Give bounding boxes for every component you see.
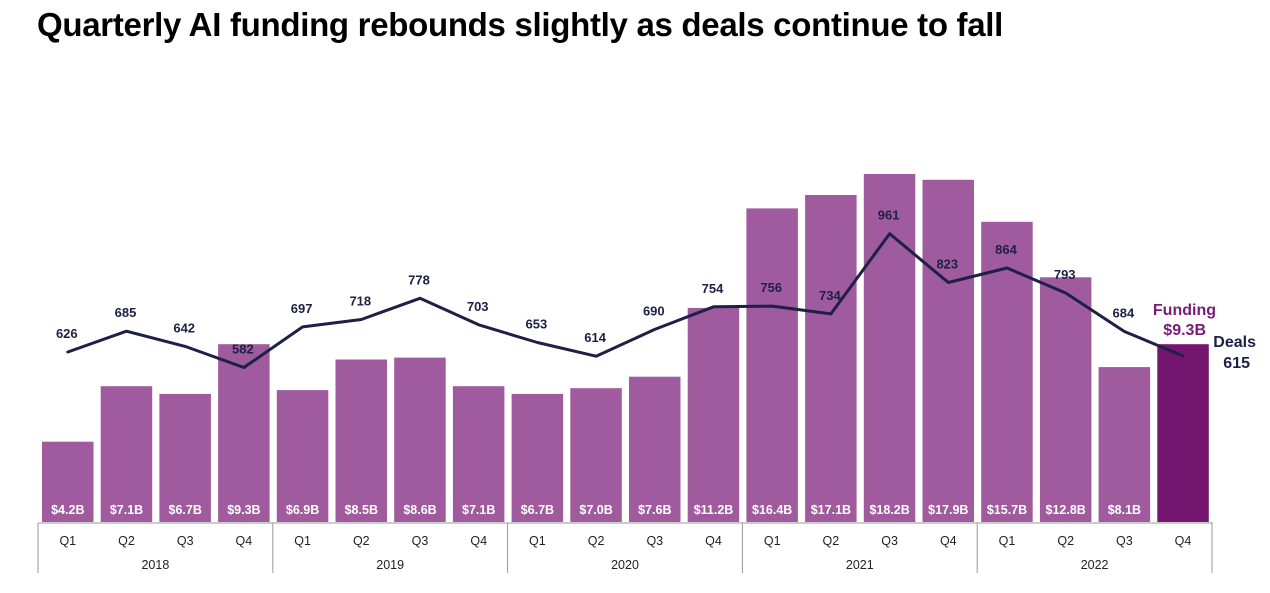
funding-bar bbox=[218, 344, 270, 522]
funding-bar-labels: $4.2B $7.1B $6.7B $9.3B $6.9B $8.5B $8.6B $7.1B… bbox=[51, 503, 1141, 517]
funding-bar bbox=[687, 307, 740, 522]
funding-bar-label: $8.1B bbox=[1108, 503, 1141, 517]
funding-bar-label: $8.6B bbox=[403, 503, 436, 517]
funding-bar bbox=[335, 359, 387, 522]
quarter-tick-label: Q3 bbox=[1116, 534, 1133, 548]
funding-bar bbox=[1098, 367, 1151, 522]
funding-bar bbox=[805, 195, 857, 522]
deals-annotation-label: Deals bbox=[1213, 334, 1256, 351]
funding-bar bbox=[42, 441, 94, 522]
funding-bar-label: $8.5B bbox=[345, 503, 378, 517]
funding-bar bbox=[570, 388, 622, 522]
year-tick-label: 2022 bbox=[1081, 558, 1109, 572]
deals-value-label: 754 bbox=[702, 281, 724, 296]
quarter-tick-label: Q1 bbox=[529, 534, 546, 548]
quarter-tick-label: Q3 bbox=[412, 534, 429, 548]
quarter-tick-label: Q4 bbox=[940, 534, 957, 548]
deals-value-label: 961 bbox=[878, 208, 900, 223]
deals-value-label: 614 bbox=[584, 330, 606, 345]
funding-bar-label: $7.6B bbox=[638, 503, 671, 517]
deals-value-label: 685 bbox=[115, 305, 137, 320]
funding-bar-label: $12.8B bbox=[1046, 503, 1086, 517]
quarter-tick-label: Q2 bbox=[1057, 534, 1074, 548]
deals-value-label: 684 bbox=[1113, 306, 1135, 321]
quarter-tick-label: Q1 bbox=[999, 534, 1016, 548]
quarter-tick-label: Q1 bbox=[294, 534, 311, 548]
funding-bar bbox=[159, 393, 211, 522]
deals-value-label: 823 bbox=[936, 257, 958, 272]
funding-bar-label: $9.3B bbox=[227, 503, 260, 517]
funding-bar bbox=[276, 390, 329, 522]
deals-value-label: 864 bbox=[995, 242, 1017, 257]
deal-labels: 626 685 642 582 697 718 778 703 653 614 690 754 756 7… bbox=[56, 208, 1135, 357]
deals-value-label: 734 bbox=[819, 288, 841, 303]
funding-bars bbox=[42, 174, 1209, 523]
funding-bar bbox=[1039, 277, 1092, 522]
chart-title: Quarterly AI funding rebounds slightly a… bbox=[37, 6, 1004, 43]
deals-line bbox=[66, 232, 1185, 369]
deals-value-label: 703 bbox=[467, 299, 489, 314]
deals-value-label: 697 bbox=[291, 301, 313, 316]
deals-value-label: 793 bbox=[1054, 267, 1076, 282]
deals-annotation-value: 615 bbox=[1223, 355, 1250, 372]
funding-bar-label: $7.1B bbox=[462, 503, 495, 517]
funding-bar bbox=[1157, 344, 1209, 522]
quarter-tick-label: Q4 bbox=[1175, 534, 1192, 548]
funding-annotation-label: Funding bbox=[1153, 302, 1216, 319]
funding-bar bbox=[452, 386, 505, 522]
funding-bar-label: $18.2B bbox=[869, 503, 909, 517]
funding-bar bbox=[863, 174, 916, 522]
funding-bar bbox=[746, 208, 798, 522]
deals-value-label: 582 bbox=[232, 342, 254, 357]
year-tick-label: 2021 bbox=[846, 558, 874, 572]
quarter-tick-label: Q4 bbox=[470, 534, 487, 548]
deals-value-label: 642 bbox=[173, 320, 195, 335]
funding-bar bbox=[922, 179, 974, 523]
quarter-tick-label: Q3 bbox=[177, 534, 194, 548]
funding-bar bbox=[629, 376, 681, 522]
deals-value-label: 718 bbox=[349, 294, 371, 309]
year-tick-label: 2020 bbox=[611, 558, 639, 572]
funding-bar-label: $6.9B bbox=[286, 503, 319, 517]
funding-bar bbox=[100, 386, 153, 522]
quarter-tick-label: Q1 bbox=[764, 534, 781, 548]
quarter-tick-label: Q3 bbox=[646, 534, 663, 548]
funding-bar-label: $6.7B bbox=[169, 503, 202, 517]
funding-bar-label: $11.2B bbox=[694, 503, 734, 517]
quarter-tick-label: Q2 bbox=[118, 534, 135, 548]
funding-bar-label: $17.9B bbox=[928, 503, 968, 517]
funding-annotation-value: $9.3B bbox=[1163, 322, 1206, 339]
deals-value-label: 756 bbox=[760, 280, 782, 295]
quarter-tick-label: Q3 bbox=[881, 534, 898, 548]
funding-bar-label: $16.4B bbox=[752, 503, 792, 517]
funding-bar bbox=[511, 393, 564, 522]
quarter-tick-label: Q4 bbox=[705, 534, 722, 548]
quarter-tick-label: Q4 bbox=[236, 534, 253, 548]
deals-line-group bbox=[66, 232, 1185, 369]
quarter-tick-label: Q2 bbox=[823, 534, 840, 548]
funding-bar-label: $4.2B bbox=[51, 503, 84, 517]
funding-bar-label: $6.7B bbox=[521, 503, 554, 517]
last-quarter-annotations: Funding $9.3B Deals 615 bbox=[1153, 302, 1256, 372]
quarter-tick-label: Q2 bbox=[588, 534, 605, 548]
deals-value-label: 626 bbox=[56, 326, 78, 341]
quarter-tick-label: Q2 bbox=[353, 534, 370, 548]
quarter-tick-label: Q1 bbox=[59, 534, 76, 548]
year-tick-label: 2019 bbox=[376, 558, 404, 572]
year-tick-label: 2018 bbox=[141, 558, 169, 572]
x-axis: Q1 Q2 Q3 Q4 Q1 Q2 Q3 Q4 Q1 Q2 Q3 Q4 Q1 Q2 Q3 Q4 Q1 Q2 Q3 Q4… bbox=[37, 522, 1213, 573]
funding-bar bbox=[394, 357, 446, 522]
deals-value-label: 778 bbox=[408, 272, 430, 287]
funding-bar-label: $7.1B bbox=[110, 503, 143, 517]
funding-bar-label: $7.0B bbox=[579, 503, 612, 517]
deals-value-label: 690 bbox=[643, 303, 665, 318]
funding-bar-label: $17.1B bbox=[811, 503, 851, 517]
deals-value-label: 653 bbox=[526, 317, 548, 332]
funding-bar-label: $15.7B bbox=[987, 503, 1027, 517]
